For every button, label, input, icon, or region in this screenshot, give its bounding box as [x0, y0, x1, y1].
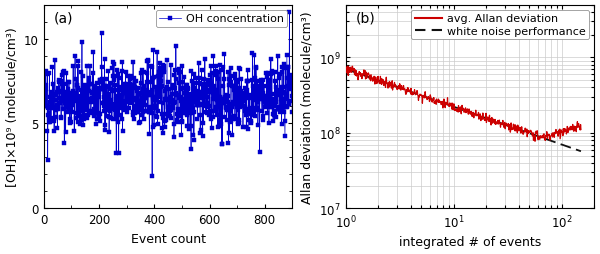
X-axis label: integrated # of events: integrated # of events	[399, 235, 541, 248]
Legend: avg. Allan deviation, white noise performance: avg. Allan deviation, white noise perfor…	[411, 11, 589, 40]
Y-axis label: Allan deviation (molecule/cm³): Allan deviation (molecule/cm³)	[301, 11, 314, 203]
Y-axis label: [OH]×10⁹ (molecule/cm³): [OH]×10⁹ (molecule/cm³)	[5, 27, 19, 187]
Text: (b): (b)	[356, 12, 376, 26]
X-axis label: Event count: Event count	[131, 232, 206, 245]
Text: (a): (a)	[54, 12, 73, 26]
Legend: OH concentration: OH concentration	[155, 11, 287, 28]
